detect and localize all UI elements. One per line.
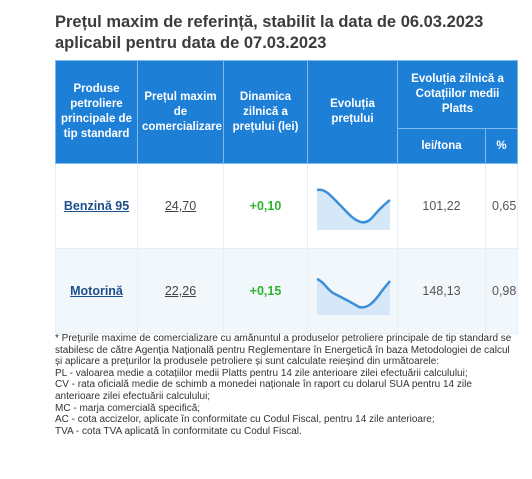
footnote-ac: AC - cota accizelor, aplicate în conform…	[55, 414, 435, 426]
dynamic-value: +0,10	[249, 199, 282, 213]
product-link-motorina[interactable]: Motorină	[70, 284, 123, 298]
footnote-intro: * Prețurile maxime de comercializare cu …	[55, 333, 512, 368]
table-row: Benzină 95 24,70 +0,10 101,22 0,65	[55, 163, 519, 249]
header-dinamica: Dinamica zilnică a prețului (lei)	[223, 60, 308, 164]
header-platts: Evoluția zilnică a Cotațiilor medii Plat…	[396, 60, 519, 129]
footnote-cv: CV - rata oficială medie de schimb a mon…	[55, 379, 472, 402]
price-table: Produse petroliere principale de tip sta…	[55, 60, 519, 334]
header-evolutie: Evoluția prețului	[307, 60, 398, 164]
header-lei-tona: lei/tona	[397, 128, 486, 164]
sparkline-line	[316, 188, 391, 224]
lei-tona-value: 101,22	[422, 199, 461, 213]
footnote-mc: MC - marja comercială specifică;	[55, 402, 201, 414]
header-percent: %	[484, 128, 519, 164]
lei-tona-value: 148,13	[422, 284, 461, 298]
percent-value: 0,65	[492, 199, 517, 213]
footnotes: * Prețurile maxime de comercializare cu …	[55, 333, 517, 437]
footnote-pl: PL - valoarea medie a cotațiilor medii P…	[55, 367, 468, 379]
sparkline-motorina	[315, 277, 391, 315]
price-value: 22,26	[164, 284, 197, 298]
table-row: Motorină 22,26 +0,15 148,13 0,98	[55, 248, 519, 334]
page-title: Prețul maxim de referință, stabilit la d…	[55, 13, 484, 52]
dynamic-value: +0,15	[249, 284, 282, 298]
header-pret: Prețul maxim de comercializare	[137, 60, 224, 164]
percent-value: 0,98	[492, 284, 517, 298]
sparkline-benzina	[316, 188, 391, 230]
price-value: 24,70	[164, 199, 197, 213]
sparkline-line	[315, 277, 391, 309]
footnote-tva: TVA - cota TVA aplicată în conformitate …	[55, 425, 302, 437]
header-produse: Produse petroliere principale de tip sta…	[55, 60, 138, 164]
product-link-benzina[interactable]: Benzină 95	[63, 199, 130, 213]
